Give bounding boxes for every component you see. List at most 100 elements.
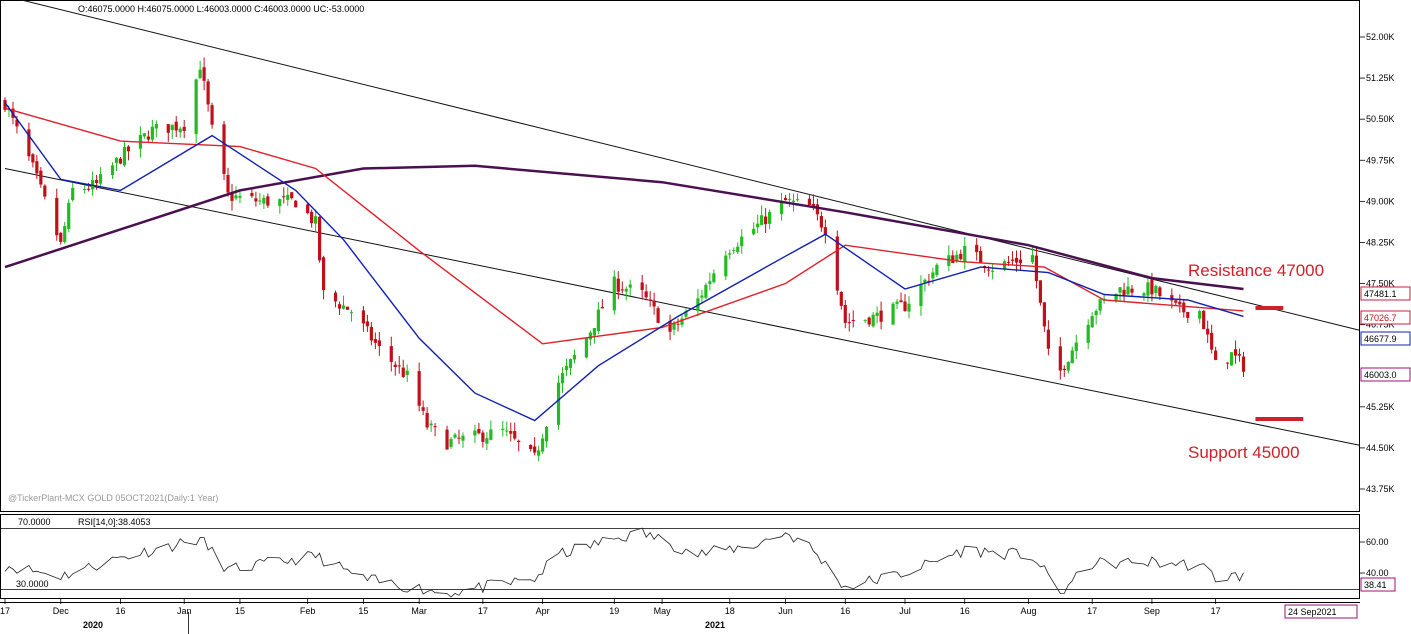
- candle-body: [628, 284, 632, 288]
- candle-body: [1034, 255, 1039, 282]
- candle-body: [612, 276, 616, 311]
- candle-body: [545, 426, 549, 442]
- candle-body: [126, 146, 131, 152]
- candle-body: [55, 197, 59, 236]
- candle-body: [1042, 302, 1046, 327]
- candle-body: [142, 133, 146, 137]
- candle-body: [764, 216, 768, 225]
- candle-body: [537, 450, 541, 456]
- candle-body: [931, 272, 935, 279]
- candle-body: [779, 200, 784, 214]
- candle-body: [318, 216, 322, 261]
- candle-body: [429, 423, 433, 426]
- candle-body: [417, 371, 421, 406]
- candle-body: [258, 200, 262, 202]
- candle-body: [919, 284, 923, 306]
- x-tick-label: 17: [1087, 606, 1097, 616]
- candle-body: [35, 161, 39, 174]
- candle-body: [513, 431, 517, 439]
- svg-text:46677.9: 46677.9: [1364, 334, 1397, 344]
- x-tick-label: Aug: [1020, 606, 1036, 616]
- candle-body: [433, 426, 437, 428]
- candle-body: [1158, 287, 1162, 297]
- candle-body: [122, 147, 127, 166]
- candle-body: [321, 257, 326, 291]
- resistance-annotation: Resistance 47000: [1188, 261, 1324, 280]
- candle-body: [823, 227, 827, 236]
- candle-body: [1202, 310, 1206, 330]
- candle-body: [839, 291, 843, 306]
- candle-body: [401, 367, 405, 377]
- candle-body: [286, 194, 290, 200]
- candle-body: [1074, 342, 1078, 352]
- candle-body: [560, 373, 565, 384]
- x-tick-label: May: [654, 606, 672, 616]
- candle-body: [1225, 362, 1230, 364]
- y-tick-label: 45.25K: [1366, 402, 1395, 412]
- candle-body: [556, 382, 561, 425]
- candle-body: [369, 326, 373, 341]
- candle-body: [178, 128, 182, 133]
- moving-average-fast: [4, 102, 1244, 422]
- candle-body: [425, 412, 429, 428]
- svg-text:47026.7: 47026.7: [1364, 313, 1397, 323]
- rsi-level-high: 70.0000: [18, 517, 51, 527]
- candle-body: [1214, 350, 1218, 360]
- candle-body: [3, 99, 7, 110]
- candle-body: [453, 434, 457, 438]
- candle-body: [811, 203, 816, 208]
- candle-body: [485, 438, 489, 444]
- candle-body: [505, 430, 509, 432]
- candle-body: [345, 306, 350, 310]
- candle-body: [1233, 349, 1238, 356]
- trendline-lower: [4, 168, 1360, 446]
- svg-text:47481.1: 47481.1: [1364, 289, 1397, 299]
- candle-body: [405, 370, 409, 375]
- x-tick-label: 16: [960, 606, 970, 616]
- candle-body: [1014, 257, 1019, 263]
- candle-body: [278, 199, 282, 207]
- candle-body: [541, 438, 545, 452]
- candle-body: [1126, 286, 1130, 295]
- candle-body: [640, 282, 644, 290]
- candle-body: [449, 438, 453, 447]
- candle-body: [1094, 310, 1098, 316]
- rsi-panel-frame: [0, 514, 1360, 599]
- candle-body: [564, 365, 569, 371]
- candle-body: [254, 198, 258, 202]
- candle-body: [907, 303, 911, 312]
- candle-body: [509, 431, 513, 434]
- y-tick-label: 49.75K: [1366, 155, 1395, 165]
- candle-body: [963, 245, 967, 263]
- candle-body: [333, 292, 338, 302]
- candle-body: [182, 126, 186, 132]
- candle-body: [154, 124, 158, 129]
- candle-body: [349, 312, 354, 314]
- candle-body: [1198, 311, 1202, 319]
- rsi-tick-label: 60.00: [1366, 537, 1389, 547]
- x-tick-label: 18: [725, 606, 735, 616]
- candle-body: [361, 310, 366, 324]
- candle-body: [588, 332, 593, 340]
- x-tick-label: Dec: [53, 606, 70, 616]
- candle-body: [863, 319, 867, 321]
- candle-body: [955, 254, 959, 261]
- y-tick-label: 46.75K: [1366, 320, 1395, 330]
- x-tick-label: Sep: [1144, 606, 1160, 616]
- candle-body: [756, 223, 760, 228]
- candle-body: [1086, 324, 1090, 343]
- x-tick-label: Jul: [899, 606, 911, 616]
- candle-body: [867, 317, 871, 325]
- candle-body: [533, 446, 537, 453]
- candle-body: [234, 195, 238, 199]
- candle-body: [15, 119, 19, 127]
- candle-body: [684, 311, 688, 317]
- candle-body: [238, 195, 242, 198]
- candle-body: [652, 300, 656, 307]
- candle-body: [676, 323, 680, 325]
- candle-body: [1210, 332, 1214, 350]
- candle-body: [656, 308, 660, 323]
- candle-body: [529, 444, 533, 449]
- candle-body: [879, 310, 883, 322]
